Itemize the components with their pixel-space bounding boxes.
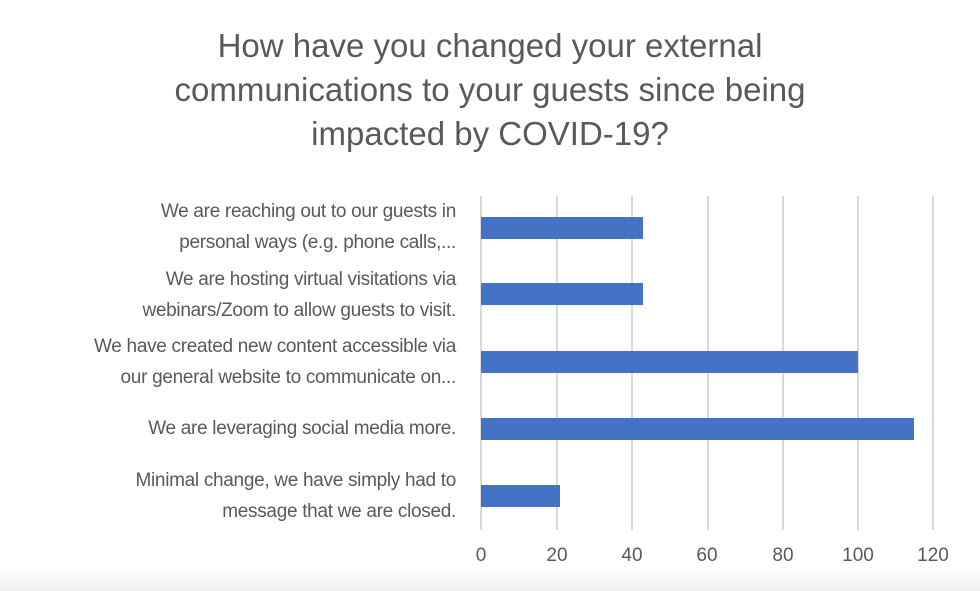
category-label-5: Minimal change, we have simply had to me… [0,465,456,527]
x-tick-80: 80 [772,545,794,566]
category-label-2: We are hosting virtual visitations via w… [0,264,456,326]
x-tick-60: 60 [696,545,718,566]
bar-social-media [481,418,914,440]
bottom-edge-shade [0,569,980,591]
x-tick-40: 40 [621,545,643,566]
category-label-3: We have created new content accessible v… [0,331,456,393]
category-label-3-line-1: We have created new content accessible v… [94,336,456,357]
x-tick-0: 0 [475,545,487,566]
category-label-1-line-1: We are reaching out to our guests in [160,201,456,222]
x-tick-20: 20 [546,545,568,566]
x-tick-100: 100 [842,545,874,566]
category-label-5-line-1: Minimal change, we have simply had to [135,470,456,491]
category-label-4-line-1: We are leveraging social media more. [148,418,456,439]
bar-personal-outreach [481,217,643,239]
bar-website-content [481,351,858,373]
chart-title-line-1: How have you changed your external [217,27,763,64]
category-label-2-line-2: webinars/Zoom to allow guests to visit. [142,300,456,321]
category-label-2-line-1: We are hosting virtual visitations via [165,269,457,290]
category-label-1: We are reaching out to our guests in per… [0,196,456,258]
bar-minimal-change [481,485,560,507]
category-label-1-line-2: personal ways (e.g. phone calls,... [179,232,456,253]
x-tick-120: 120 [917,545,949,566]
gridline-120 [932,196,934,530]
chart-title: How have you changed your external commu… [0,24,980,156]
chart-title-line-2: communications to your guests since bein… [174,71,806,108]
category-label-3-line-2: our general website to communicate on... [120,367,457,388]
category-label-5-line-2: message that we are closed. [222,501,456,522]
chart-title-line-3: impacted by COVID-19? [311,115,669,152]
category-label-4: We are leveraging social media more. [0,413,456,444]
gridline-100 [857,196,859,530]
bar-virtual-visitations [481,283,643,305]
plot-area [480,196,934,530]
